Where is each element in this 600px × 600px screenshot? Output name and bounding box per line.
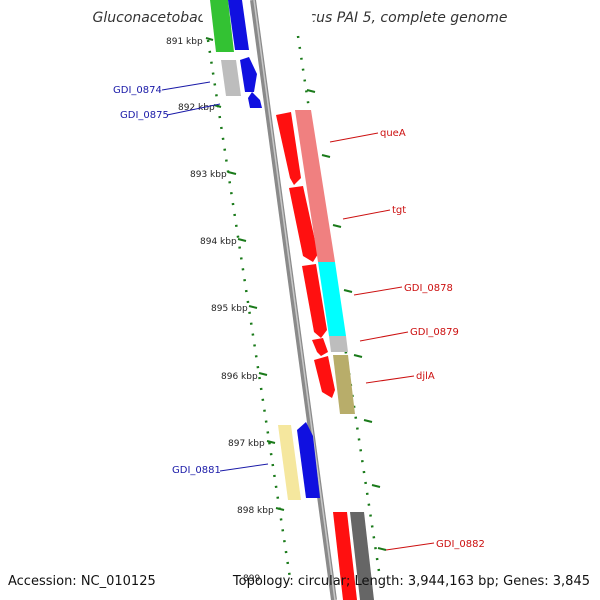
gene-label-djla[interactable]: djlA <box>416 371 435 382</box>
gene-feature-djla[interactable] <box>314 356 335 398</box>
gene-feature[interactable] <box>318 262 346 336</box>
gene-label-gdi_0878[interactable]: GDI_0878 <box>404 283 453 294</box>
gene-label-gdi_0881[interactable]: GDI_0881 <box>172 465 221 476</box>
gene-feature-gdi_0879[interactable] <box>312 338 328 356</box>
gene-feature[interactable] <box>329 336 348 352</box>
genome-summary: Topology: circular; Length: 3,944,163 bp… <box>232 574 590 589</box>
gene-feature-gdi_0878[interactable] <box>302 264 327 338</box>
gene-feature-gdi_0882[interactable] <box>333 512 357 600</box>
gene-label-gdi_0874[interactable]: GDI_0874 <box>113 85 162 96</box>
gene-feature[interactable] <box>295 110 335 262</box>
gene-feature[interactable] <box>333 355 355 414</box>
gene-label-gdi_0875[interactable]: GDI_0875 <box>120 110 169 121</box>
gene-feature[interactable] <box>240 57 257 92</box>
tick-label: 897 kbp <box>228 439 265 449</box>
gene-feature[interactable] <box>210 0 234 52</box>
tick-label: 898 kbp <box>237 506 274 516</box>
tick-label: 894 kbp <box>200 237 237 247</box>
gene-feature[interactable] <box>228 0 249 50</box>
gene-feature[interactable] <box>278 425 301 500</box>
tick-label: 893 kbp <box>190 170 227 180</box>
tick-label: 899 <box>243 574 260 584</box>
gene-feature[interactable] <box>350 512 374 600</box>
gene-feature-tgt[interactable] <box>289 186 318 262</box>
tick-label: 895 kbp <box>211 304 248 314</box>
tick-label: 892 kbp <box>178 103 215 113</box>
gene-label-gdi_0882[interactable]: GDI_0882 <box>436 539 485 550</box>
tick-label: 891 kbp <box>166 37 203 47</box>
gene-feature[interactable] <box>221 60 241 96</box>
gene-label-tgt[interactable]: tgt <box>392 205 406 216</box>
gene-feature[interactable] <box>248 92 262 108</box>
gene-label-gdi_0879[interactable]: GDI_0879 <box>410 327 459 338</box>
gene-feature-gdi_0881[interactable] <box>297 422 320 498</box>
accession-text: Accession: NC_010125 <box>8 574 156 589</box>
tick-label: 896 kbp <box>221 372 258 382</box>
genome-backbone <box>250 0 337 600</box>
gene-label-quea[interactable]: queA <box>380 128 406 139</box>
gene-feature-quea[interactable] <box>276 112 301 185</box>
